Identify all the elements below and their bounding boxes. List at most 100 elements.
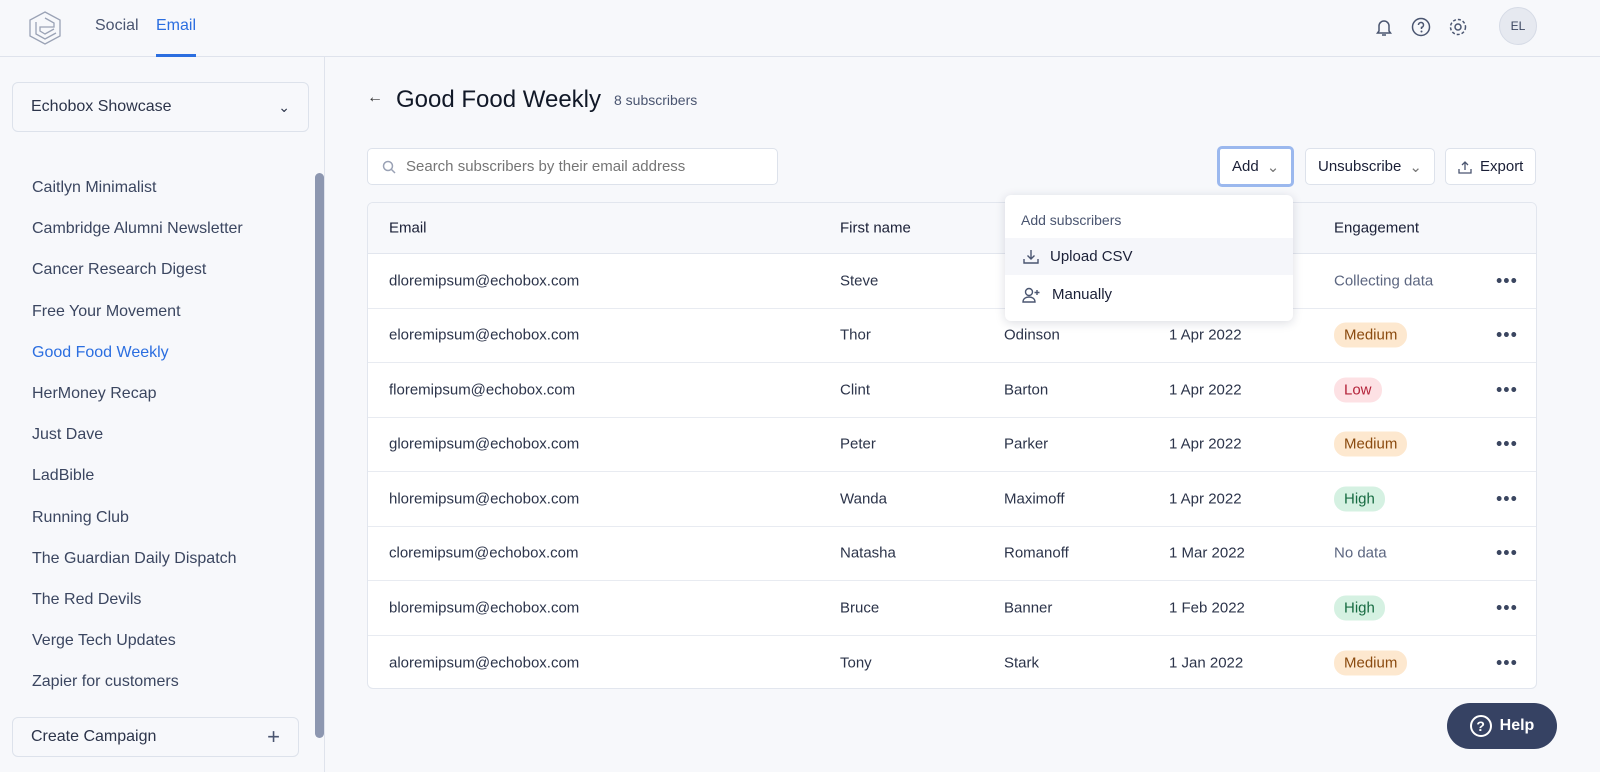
more-actions-icon[interactable]: ••• [1496,488,1518,509]
account-name: Echobox Showcase [31,98,172,115]
subscribers-table: Email First name Engagement dloremipsum@… [367,202,1537,689]
first-name-cell: Clint [840,381,871,399]
sidebar-item-campaign[interactable]: The Guardian Daily Dispatch [32,549,237,567]
menu-item-label: Manually [1052,286,1113,303]
avatar[interactable]: EL [1499,7,1537,45]
sidebar-item-campaign[interactable]: Running Club [32,508,129,526]
add-user-icon [1022,287,1040,303]
sidebar-scrollbar[interactable] [315,173,324,738]
col-email[interactable]: Email [389,219,427,237]
create-campaign-button[interactable]: Create Campaign + [12,717,299,757]
table-row[interactable]: floremipsum@echobox.com Clint Barton 1 A… [368,363,1536,418]
first-name-cell: Wanda [840,490,887,508]
table-row[interactable]: aloremipsum@echobox.com Tony Stark 1 Jan… [368,636,1536,689]
page-title: Good Food Weekly [396,86,601,113]
more-actions-icon[interactable]: ••• [1496,652,1518,673]
first-name-cell: Peter [840,435,876,453]
last-name-cell: Banner [1004,599,1053,617]
table-row[interactable]: hloremipsum@echobox.com Wanda Maximoff 1… [368,472,1536,527]
chevron-down-icon: ⌄ [1409,158,1422,176]
email-cell: dloremipsum@echobox.com [389,272,580,290]
date-cell: 1 Feb 2022 [1169,599,1245,617]
date-cell: 1 Mar 2022 [1169,544,1245,562]
last-name-cell: Odinson [1004,326,1060,344]
sidebar-item-campaign[interactable]: Free Your Movement [32,302,181,320]
plus-icon: + [267,724,280,749]
add-button[interactable]: Add ⌄ [1217,146,1295,187]
top-bar: Social Email EL [0,0,1600,57]
engagement-badge: Medium [1334,322,1408,348]
first-name-cell: Thor [840,326,871,344]
unsubscribe-button[interactable]: Unsubscribe ⌄ [1305,148,1435,185]
help-label: Help [1499,717,1535,734]
sidebar-item-campaign[interactable]: Cancer Research Digest [32,261,207,279]
engagement-badge: Medium [1334,650,1408,676]
back-arrow-icon[interactable]: ← [367,89,383,106]
date-cell: 1 Apr 2022 [1169,490,1242,508]
last-name-cell: Maximoff [1004,490,1065,508]
engagement-badge: Medium [1334,431,1408,457]
last-name-cell: Barton [1004,381,1049,399]
date-cell: 1 Apr 2022 [1169,381,1242,399]
table-row[interactable]: bloremipsum@echobox.com Bruce Banner 1 F… [368,581,1536,636]
engagement-badge: Low [1334,377,1382,403]
help-icon: ? [1469,715,1492,737]
tab-social[interactable]: Social [95,17,139,34]
email-cell: eloremipsum@echobox.com [389,326,580,344]
more-actions-icon[interactable]: ••• [1496,542,1518,563]
account-selector[interactable]: Echobox Showcase ⌄ [12,82,309,132]
sidebar-item-campaign[interactable]: HerMoney Recap [32,385,157,402]
sidebar-item-campaign[interactable]: Cambridge Alumni Newsletter [32,220,243,238]
table-row[interactable]: dloremipsum@echobox.com Steve Collecting… [368,254,1536,309]
more-actions-icon[interactable]: ••• [1496,270,1518,291]
more-actions-icon[interactable]: ••• [1496,597,1518,618]
upload-icon [1458,160,1472,174]
last-name-cell: Romanoff [1004,544,1069,562]
col-engagement[interactable]: Engagement [1334,219,1420,237]
date-cell: 1 Apr 2022 [1169,326,1242,344]
engagement-badge: High [1334,486,1385,512]
search-input[interactable] [406,158,766,175]
engagement-badge: High [1334,595,1385,621]
col-first-name[interactable]: First name [840,219,911,237]
download-icon [1023,249,1039,264]
last-name-cell: Parker [1004,435,1049,453]
gear-icon[interactable] [1447,16,1469,38]
sidebar-item-campaign[interactable]: Verge Tech Updates [32,632,176,650]
sidebar-item-campaign[interactable]: Caitlyn Minimalist [32,179,157,196]
sidebar-item-campaign[interactable]: LadBible [32,467,95,485]
help-button[interactable]: ? Help [1447,703,1557,749]
table-row[interactable]: gloremipsum@echobox.com Peter Parker 1 A… [368,418,1536,472]
create-campaign-label: Create Campaign [31,728,157,745]
sidebar-item-campaign[interactable]: Zapier for customers [32,673,179,691]
first-name-cell: Tony [840,654,872,672]
first-name-cell: Natasha [840,544,896,562]
export-button[interactable]: Export [1445,148,1537,185]
email-cell: cloremipsum@echobox.com [389,544,579,562]
tab-email[interactable]: Email [156,17,197,57]
table-row[interactable]: cloremipsum@echobox.com Natasha Romanoff… [368,527,1536,581]
sidebar-item-campaign[interactable]: The Red Devils [32,591,142,608]
email-cell: gloremipsum@echobox.com [389,435,580,453]
search-field[interactable] [367,148,778,185]
help-circle-icon[interactable] [1410,16,1432,38]
sidebar-item-campaign[interactable]: Good Food Weekly [32,343,169,361]
engagement-text: No data [1334,544,1387,562]
echobox-logo[interactable] [28,10,62,46]
date-cell: 1 Jan 2022 [1169,654,1244,672]
table-header: Email First name Engagement [368,203,1536,254]
more-actions-icon[interactable]: ••• [1496,379,1518,400]
more-actions-icon[interactable]: ••• [1496,433,1518,454]
more-actions-icon[interactable]: ••• [1496,324,1518,345]
sidebar-item-campaign[interactable]: Just Dave [32,426,104,444]
email-cell: aloremipsum@echobox.com [389,654,580,672]
menu-item-upload-csv[interactable]: Upload CSV [1005,238,1293,275]
email-cell: bloremipsum@echobox.com [389,599,580,617]
chevron-down-icon: ⌄ [1266,158,1280,176]
email-cell: floremipsum@echobox.com [389,381,576,399]
subscriber-count: 8 subscribers [614,92,698,108]
table-row[interactable]: eloremipsum@echobox.com Thor Odinson 1 A… [368,309,1536,363]
date-cell: 1 Apr 2022 [1169,435,1242,453]
bell-icon[interactable] [1373,16,1395,38]
menu-item-manually[interactable]: Manually [1005,276,1293,313]
